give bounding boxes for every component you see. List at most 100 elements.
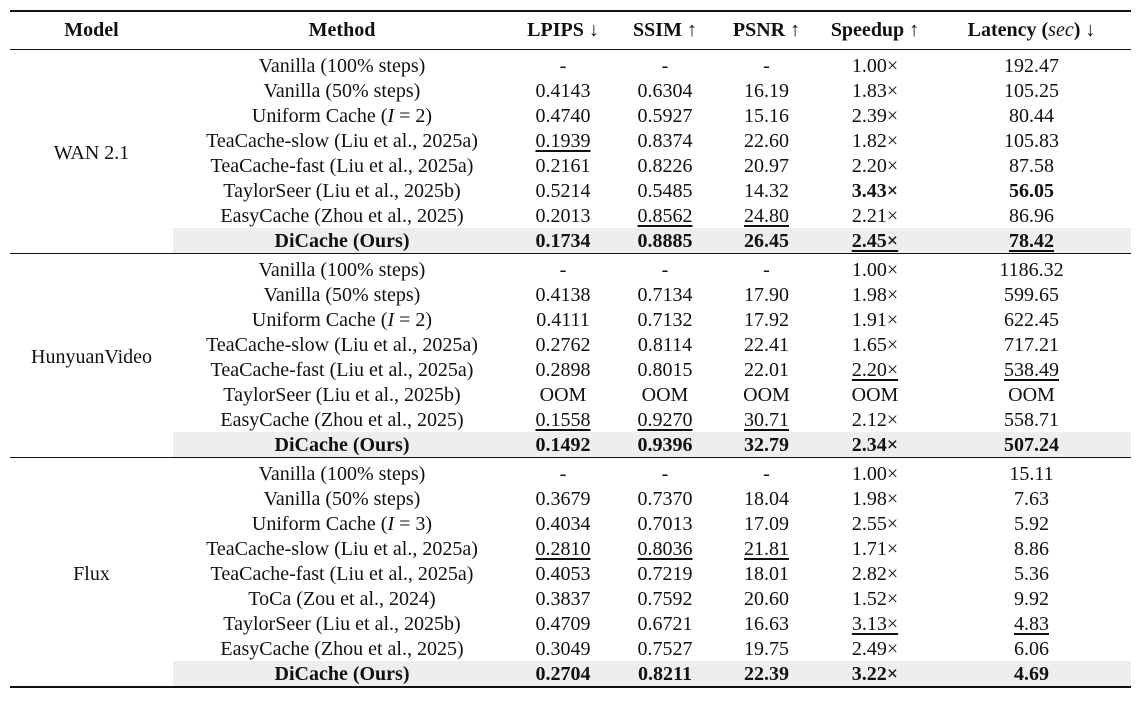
psnr-value: 24.80	[715, 203, 818, 228]
speedup-text: 2.39×	[851, 104, 899, 127]
lpips-text: 0.3049	[535, 637, 591, 660]
ssim-value: 0.8114	[615, 332, 715, 357]
psnr-value: OOM	[715, 382, 818, 407]
ssim-value: 0.7219	[615, 561, 715, 586]
header-psnr: PSNR ↑	[732, 19, 801, 41]
latency-text: 86.96	[1009, 204, 1054, 227]
header-speedup: Speedup ↑	[830, 19, 920, 41]
ssim-text: 0.7132	[637, 308, 693, 331]
latency-value: 538.49	[932, 357, 1131, 382]
psnr-text: -	[763, 462, 770, 485]
psnr-value: 22.39	[715, 661, 818, 687]
ssim-text: 0.7370	[637, 487, 693, 510]
speedup-value: 1.00×	[818, 461, 932, 486]
psnr-text: 20.97	[744, 154, 789, 177]
method-name: TeaCache-slow (Liu et al., 2025a)	[206, 129, 478, 152]
latency-text: 507.24	[1004, 433, 1059, 456]
latency-value: 192.47	[932, 53, 1131, 78]
lpips-value: 0.4138	[511, 282, 615, 307]
speedup-value: 1.71×	[818, 536, 932, 561]
lpips-text: -	[559, 258, 567, 281]
speedup-text: 1.00×	[851, 258, 899, 281]
speedup-value: 1.65×	[818, 332, 932, 357]
psnr-text: 32.79	[744, 433, 789, 456]
lpips-value: -	[511, 257, 615, 282]
lpips-text: 0.2704	[535, 662, 591, 685]
table-row-ours: DiCache (Ours) 0.2704 0.8211 22.39 3.22× 4.69	[10, 661, 1131, 687]
lpips-value: 0.2810	[511, 536, 615, 561]
lpips-value: 0.1939	[511, 128, 615, 153]
speedup-text: 1.00×	[851, 462, 899, 485]
lpips-value: 0.4740	[511, 103, 615, 128]
latency-unit: sec	[1048, 19, 1074, 41]
latency-text: 558.71	[1004, 408, 1059, 431]
lpips-text: 0.5214	[535, 179, 591, 202]
psnr-value: 22.01	[715, 357, 818, 382]
psnr-value: 18.01	[715, 561, 818, 586]
table-row: Vanilla (50% steps) 0.4138 0.7134 17.90 1.98…	[10, 282, 1131, 307]
ssim-text: 0.8114	[637, 333, 693, 356]
speedup-text: 2.45×	[851, 229, 899, 252]
table-row: TaylorSeer (Liu et al., 2025b) 0.4709 0.67…	[10, 611, 1131, 636]
lpips-text: 0.1734	[535, 229, 591, 252]
latency-text: 4.69	[1014, 662, 1049, 685]
latency-text: OOM	[1008, 383, 1055, 406]
method-name: TaylorSeer (Liu et al., 2025b)	[223, 179, 461, 202]
speedup-text: 2.82×	[851, 562, 899, 585]
psnr-value: 16.63	[715, 611, 818, 636]
lpips-text: 0.2810	[535, 537, 591, 560]
ssim-value: 0.8211	[615, 661, 715, 687]
speedup-value: 2.20×	[818, 153, 932, 178]
lpips-value: -	[511, 461, 615, 486]
lpips-value: 0.1734	[511, 228, 615, 254]
latency-text: 1186.32	[999, 258, 1064, 281]
method-name: TeaCache-fast (Liu et al., 2025a)	[210, 562, 474, 585]
latency-text: 87.58	[1009, 154, 1054, 177]
lpips-value: 0.5214	[511, 178, 615, 203]
ssim-value: 0.9270	[615, 407, 715, 432]
method-name: DiCache (Ours)	[173, 661, 511, 687]
model-name: WAN 2.1	[10, 53, 173, 254]
speedup-text: 1.91×	[851, 308, 899, 331]
ssim-value: 0.5485	[615, 178, 715, 203]
psnr-text: -	[763, 54, 770, 77]
method-name: ToCa (Zou et al., 2024)	[248, 587, 436, 610]
speedup-value: 3.43×	[818, 178, 932, 203]
latency-text: 8.86	[1014, 537, 1049, 560]
speedup-text: 2.20×	[851, 358, 899, 381]
psnr-text: 16.63	[744, 612, 789, 635]
lpips-text: OOM	[539, 383, 587, 406]
method-name: Vanilla (100% steps)	[258, 54, 426, 77]
latency-text: 5.36	[1014, 562, 1049, 585]
latency-value: 86.96	[932, 203, 1131, 228]
latency-text: 105.83	[1004, 129, 1059, 152]
ssim-value: 0.5927	[615, 103, 715, 128]
header-ssim: SSIM ↑	[633, 19, 697, 41]
method-name: EasyCache (Zhou et al., 2025)	[220, 408, 464, 431]
lpips-value: 0.2762	[511, 332, 615, 357]
table-row: TeaCache-fast (Liu et al., 2025a) 0.2898 0…	[10, 357, 1131, 382]
speedup-text: 2.12×	[851, 408, 899, 431]
table-row: HunyuanVideo Vanilla (100% steps) - - - 1.00×…	[10, 257, 1131, 458]
psnr-text: 21.81	[744, 537, 789, 560]
latency-value: 5.36	[932, 561, 1131, 586]
speedup-text: OOM	[851, 383, 899, 406]
lpips-text: 0.4138	[535, 283, 591, 306]
lpips-text: -	[559, 462, 567, 485]
method-name: Uniform Cache (I = 2)	[251, 104, 433, 127]
latency-value: 4.69	[932, 661, 1131, 687]
speedup-value: 2.21×	[818, 203, 932, 228]
latency-value: 80.44	[932, 103, 1131, 128]
ssim-text: 0.6304	[637, 79, 693, 102]
speedup-text: 1.52×	[851, 587, 899, 610]
psnr-text: 20.60	[744, 587, 789, 610]
method-name: TeaCache-slow (Liu et al., 2025a)	[206, 537, 478, 560]
speedup-value: 1.00×	[818, 53, 932, 78]
ssim-text: 0.8036	[637, 537, 693, 560]
method-name: Vanilla (50% steps)	[263, 79, 421, 102]
lpips-value: 0.2013	[511, 203, 615, 228]
psnr-text: 22.39	[744, 662, 789, 685]
interval-variable: I	[387, 308, 395, 331]
latency-text: 7.63	[1014, 487, 1049, 510]
psnr-text: 17.92	[744, 308, 789, 331]
